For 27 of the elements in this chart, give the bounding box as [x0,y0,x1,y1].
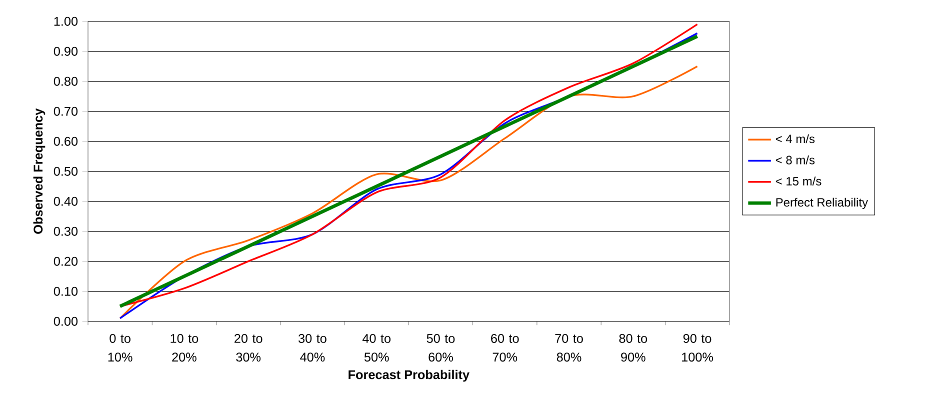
x-tick-label: 0 to 10% [108,334,132,362]
y-tick-label: 0.70 [54,106,78,116]
y-axis-title: Observed Frequency [33,108,46,234]
y-tick-label: 0.60 [54,136,78,146]
legend-label: < 8 m/s [776,156,815,164]
y-tick-label: 0.10 [54,286,78,296]
legend-label: Perfect Reliability [776,198,868,210]
y-tick-label: 0.40 [54,196,78,206]
legend-label: < 4 m/s [776,134,815,144]
x-tick-label: 20 to 30% [234,334,262,362]
legend-label: < 15 m/s [776,176,822,186]
x-tick-label: 70 to 80% [555,334,583,362]
y-tick-label: 0.30 [54,226,78,236]
y-tick-label: 0.90 [54,46,78,56]
x-tick-label: 10 to 20% [170,334,198,362]
x-tick-label: 90 to 100% [682,334,714,362]
y-tick-label: 0.00 [54,316,78,326]
y-tick-label: 0.50 [54,166,78,176]
x-tick-label: 80 to 90% [619,334,648,362]
y-tick-label: 0.20 [54,256,78,266]
x-tick-label: 30 to 40% [298,334,326,362]
x-tick-label: 50 to 60% [426,334,455,362]
y-tick-label: 1.00 [54,16,78,26]
x-tick-label: 40 to 50% [362,334,391,362]
y-tick-label: 0.80 [54,76,78,86]
x-tick-label: 60 to 70% [491,334,519,362]
x-axis-title: Forecast Probability [348,370,470,382]
